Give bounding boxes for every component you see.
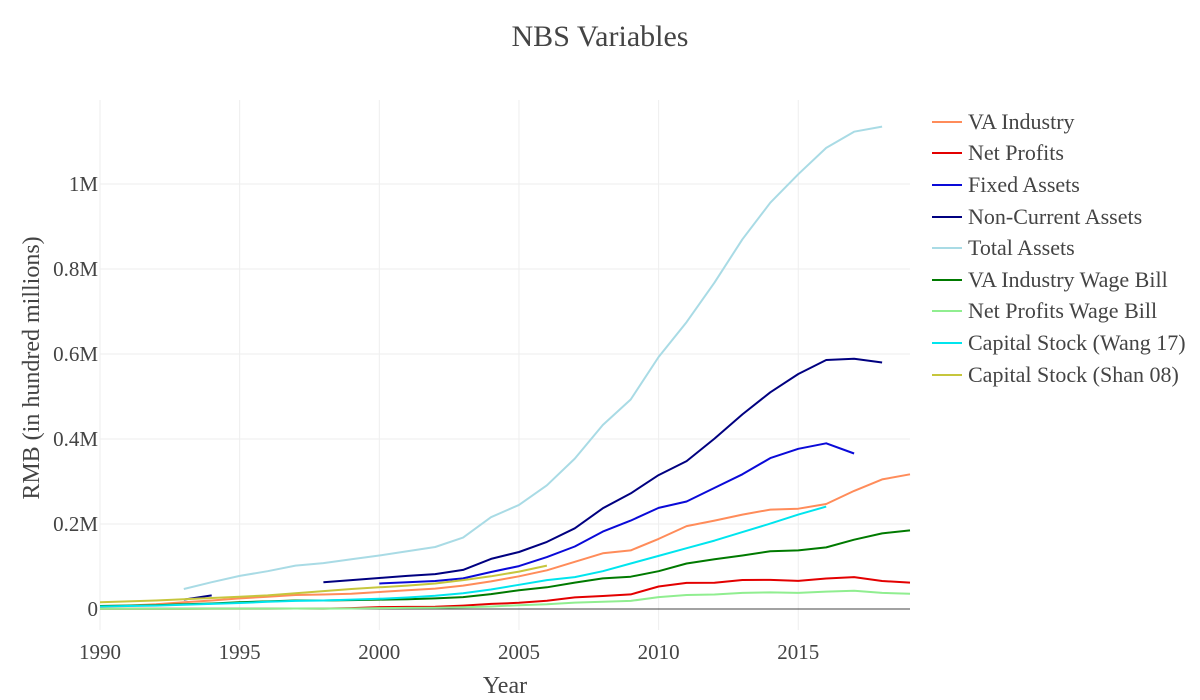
y-axis-ticks: 0 0.2M 0.4M 0.6M 0.8M 1M [53,172,98,621]
legend-label: Net Profits Wage Bill [968,298,1158,324]
legend-label: Total Assets [968,235,1075,261]
x-tick-label: 2000 [358,640,400,664]
legend-label: Net Profits [968,140,1064,166]
legend-swatch [932,120,962,123]
x-tick-label: 2005 [498,640,540,664]
y-tick-label: 0 [88,597,99,621]
series-line-total-assets [183,125,883,590]
legend-item[interactable]: Net Profits [932,138,1186,170]
legend-label: Capital Stock (Shan 08) [968,361,1179,387]
series-line-net-profits-wage-bill [99,589,911,610]
x-tick-label: 1995 [219,640,261,664]
series-line-capital-stock-shan-08 [99,564,548,604]
y-tick-label: 0.2M [53,512,98,536]
y-tick-label: 0.4M [53,427,98,451]
series-line-non-current-assets [183,357,883,601]
legend-swatch [932,183,962,186]
legend-swatch [932,278,962,281]
legend-item[interactable]: VA Industry [932,106,1186,138]
legend-label: Capital Stock (Wang 17) [968,329,1186,355]
y-tick-label: 0.8M [53,257,98,281]
legend-label: Non-Current Assets [968,203,1143,229]
legend-swatch [932,310,962,313]
series-lines [99,125,911,610]
legend-item[interactable]: Capital Stock (Wang 17) [932,327,1186,359]
y-tick-label: 1M [69,172,99,196]
legend: VA Industry Net Profits Fixed Assets Non-Cu… [932,106,1186,390]
legend-swatch [932,373,962,376]
y-axis-label: RMB (in hundred millions) [19,236,45,499]
legend-swatch [932,341,962,344]
legend-item[interactable]: Non-Current Assets [932,201,1186,233]
legend-label: VA Industry Wage Bill [968,266,1168,292]
legend-label: VA Industry [968,108,1075,134]
y-tick-label: 0.6M [53,342,98,366]
x-axis-label: Year [483,673,527,699]
legend-swatch [932,152,962,155]
legend-label: Fixed Assets [968,171,1080,197]
x-tick-label: 2015 [777,640,819,664]
legend-item[interactable]: Fixed Assets [932,169,1186,201]
series-line-va-industry [99,473,911,607]
x-tick-label: 1990 [79,640,121,664]
legend-swatch [932,215,962,218]
legend-swatch [932,247,962,250]
legend-item[interactable]: VA Industry Wage Bill [932,264,1186,296]
x-tick-label: 2010 [638,640,680,664]
legend-item[interactable]: Capital Stock (Shan 08) [932,359,1186,391]
grid-lines [99,100,910,630]
series-line-capital-stock-wang-17 [99,505,827,608]
x-axis-ticks: 1990 1995 2000 2005 2010 2015 [79,640,819,664]
legend-item[interactable]: Net Profits Wage Bill [932,296,1186,328]
chart-title: NBS Variables [511,20,689,53]
legend-item[interactable]: Total Assets [932,232,1186,264]
series-line-fixed-assets [379,442,855,585]
